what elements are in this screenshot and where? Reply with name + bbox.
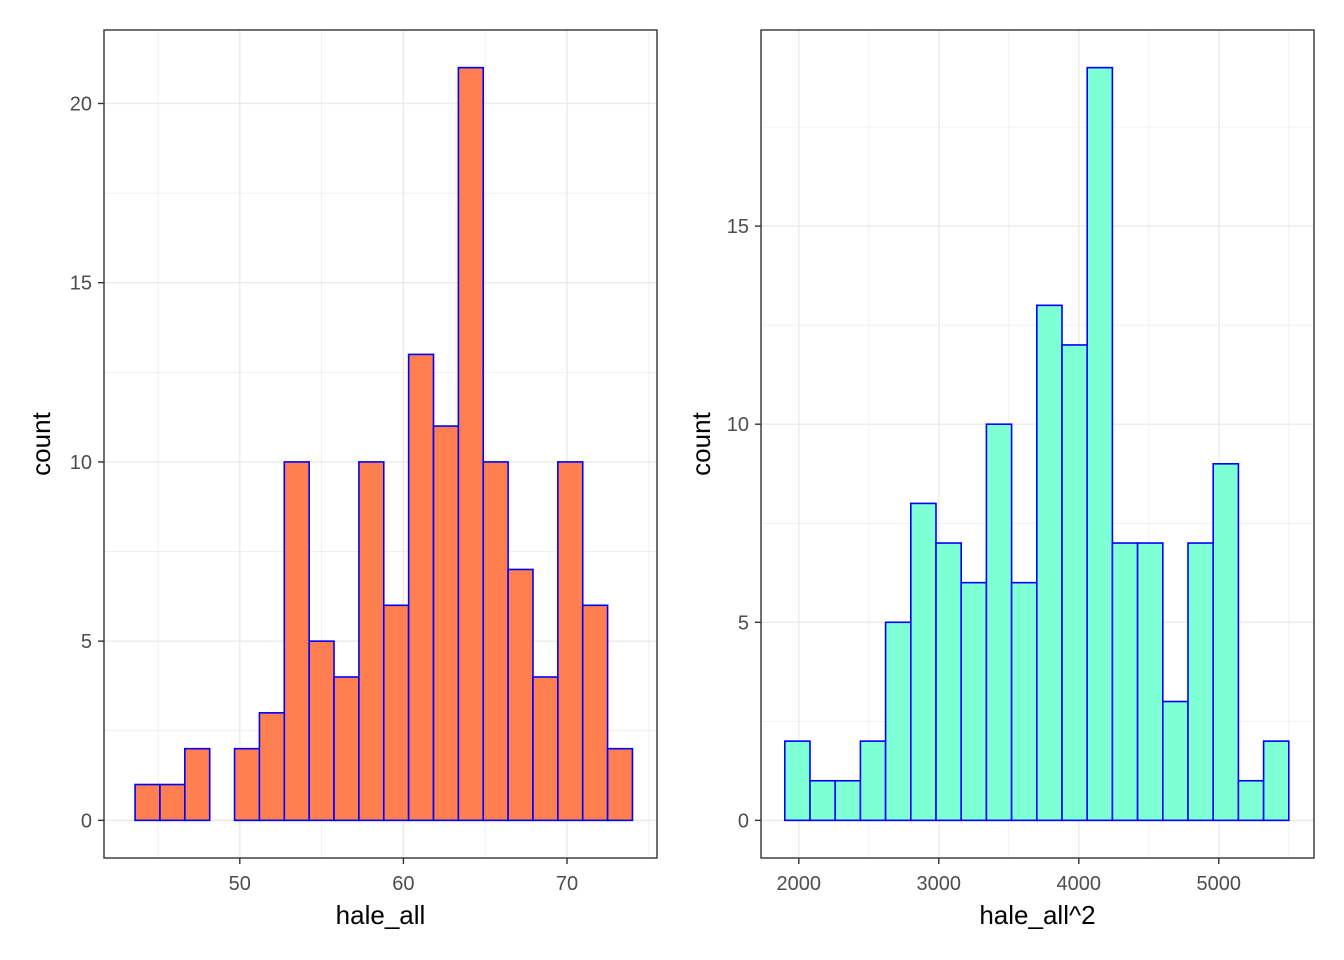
- histogram-bar: [258, 712, 286, 822]
- histogram-bar: [1010, 581, 1038, 822]
- y-axis-title: count: [686, 411, 716, 475]
- histogram-bar: [159, 783, 186, 822]
- x-tick-label: 50: [229, 873, 251, 895]
- x-axis-title: hale_all^2: [979, 900, 1095, 930]
- histogram-bar: [834, 779, 862, 822]
- histogram-bar: [935, 542, 963, 822]
- histogram-bar: [1212, 463, 1240, 822]
- histogram-bar: [1262, 740, 1290, 822]
- y-axis-title: count: [26, 411, 56, 475]
- histogram-bar: [382, 604, 410, 822]
- panel-border: [760, 29, 1315, 859]
- y-tick-label: 20: [70, 93, 92, 115]
- y-tick-label: 0: [738, 810, 749, 832]
- histogram-bar: [283, 461, 310, 822]
- histogram-bar: [1136, 542, 1164, 822]
- x-axis-title: hale_all: [336, 900, 426, 930]
- histogram-bar: [909, 502, 937, 822]
- histogram-bar: [1061, 344, 1089, 822]
- histogram-bar: [960, 581, 988, 822]
- histogram-bar: [432, 425, 460, 822]
- x-tick-label: 2000: [777, 873, 822, 895]
- histogram-bar: [184, 747, 211, 822]
- histogram-bar: [407, 353, 435, 822]
- histogram-bar: [985, 423, 1013, 822]
- histogram-bar: [1111, 542, 1139, 822]
- y-tick-label: 15: [727, 216, 749, 238]
- histogram-bar: [308, 640, 335, 822]
- histogram-bar: [507, 568, 534, 822]
- histogram-bar: [581, 604, 609, 822]
- left-histogram-panel: 50 60 70 0 5 10 15 20 hale_all count: [26, 29, 658, 930]
- y-tick-label: 10: [70, 452, 92, 474]
- histogram-bars: [783, 66, 1290, 822]
- x-tick-label: 4000: [1057, 873, 1102, 895]
- histogram-bar: [859, 740, 887, 822]
- histogram-bar: [809, 779, 837, 822]
- histogram-bar: [1162, 700, 1189, 822]
- histogram-bar: [532, 676, 559, 822]
- y-tick-label: 10: [727, 414, 749, 436]
- histogram-bar: [1036, 304, 1063, 822]
- y-tick-label: 5: [81, 631, 92, 653]
- y-tick-label: 15: [70, 273, 92, 295]
- x-tick-label: 60: [392, 873, 414, 895]
- y-tick-label: 0: [81, 810, 92, 832]
- y-tick-label: 5: [738, 612, 749, 634]
- histogram-bar: [1086, 66, 1114, 822]
- histogram-bar: [884, 621, 912, 822]
- histogram-bar: [1237, 779, 1265, 822]
- histogram-bar: [233, 747, 261, 822]
- histogram-bar: [1187, 542, 1215, 822]
- panel-border: [103, 29, 658, 859]
- x-tick-label: 3000: [917, 873, 962, 895]
- histogram-bar: [482, 461, 509, 822]
- histogram-bar: [358, 461, 385, 822]
- histogram-bar: [783, 740, 811, 822]
- x-tick-label: 70: [556, 873, 578, 895]
- histogram-bar: [557, 461, 584, 822]
- histogram-bar: [457, 66, 485, 822]
- histogram-bar: [606, 747, 634, 822]
- histogram-bar: [134, 783, 161, 822]
- histogram-bars: [134, 66, 634, 822]
- histogram-bar: [333, 676, 360, 822]
- x-tick-label: 5000: [1197, 873, 1242, 895]
- right-histogram-panel: 2000 3000 4000 5000 0 5 10 15 hale_all^2 count: [686, 29, 1315, 930]
